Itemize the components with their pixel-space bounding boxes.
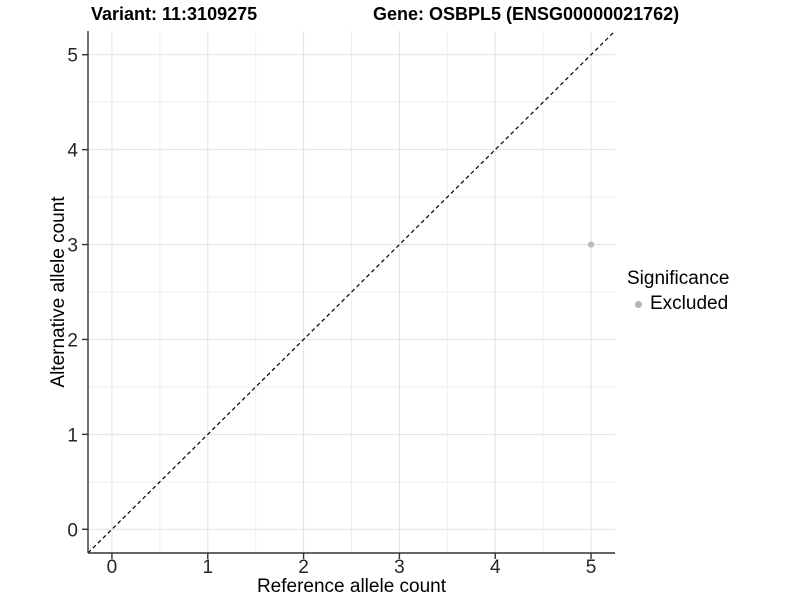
legend-marker-circle-icon bbox=[635, 300, 642, 308]
x-tick-label: 2 bbox=[298, 557, 309, 578]
y-tick-label: 2 bbox=[67, 330, 78, 351]
plot-title-gene: Gene: OSBPL5 (ENSG00000021762) bbox=[373, 4, 680, 24]
identity-line bbox=[87, 30, 616, 554]
y-tick-label: 5 bbox=[67, 46, 78, 67]
legend-title: Significance bbox=[627, 268, 730, 289]
x-tick-label: 0 bbox=[107, 557, 118, 578]
x-tick-label: 1 bbox=[202, 557, 213, 578]
x-axis-title: Reference allele count bbox=[256, 576, 447, 597]
y-tick-label: 1 bbox=[67, 425, 78, 446]
x-tick-label: 3 bbox=[394, 557, 405, 578]
y-tick-label: 4 bbox=[67, 141, 78, 162]
plot-title-variant: Variant: 11:3109275 bbox=[91, 4, 258, 24]
y-axis-title: Alternative allele count bbox=[48, 196, 69, 388]
x-tick-label: 5 bbox=[586, 557, 597, 578]
y-tick-label: 3 bbox=[67, 236, 78, 257]
data-point bbox=[587, 241, 595, 248]
legend-item-label: Excluded bbox=[650, 293, 729, 314]
legend: Significance Excluded bbox=[627, 268, 729, 315]
y-tick-label: 0 bbox=[67, 520, 78, 541]
x-tick-label: 4 bbox=[490, 557, 501, 578]
legend-item-excluded: Excluded bbox=[627, 293, 729, 315]
